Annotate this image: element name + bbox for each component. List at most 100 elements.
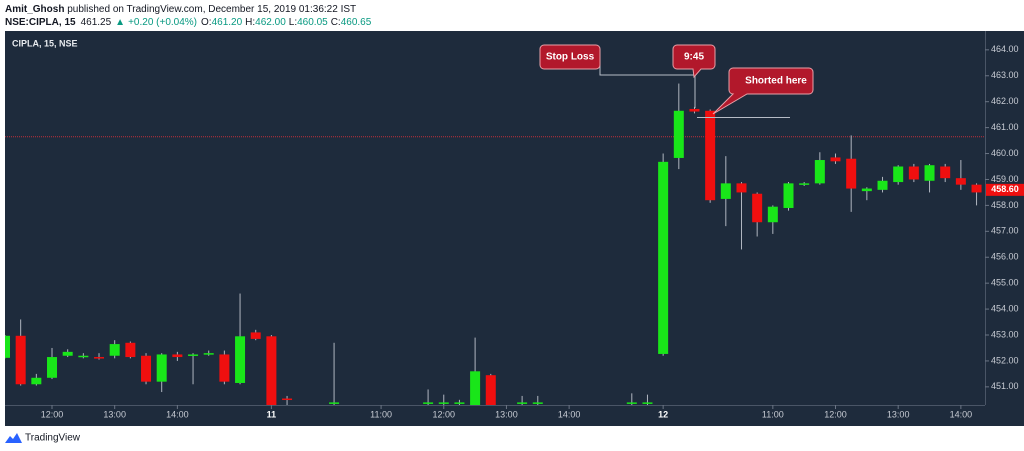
y-tick-label: 457.00: [991, 226, 1019, 236]
y-tick-label: 462.00: [991, 96, 1019, 106]
candle-body: [814, 160, 825, 184]
chart-legend: CIPLA, 15, NSE: [12, 38, 78, 48]
ohlc-label: O:: [201, 17, 212, 28]
stop-loss-line: [599, 62, 696, 108]
candle-body: [470, 371, 481, 405]
last-price-label: 458.60: [991, 184, 1019, 194]
callout-text: 9:45: [684, 52, 704, 63]
candle-body: [924, 165, 935, 181]
plot-area: [5, 83, 985, 405]
candle-body: [94, 357, 105, 359]
y-tick-label: 464.00: [991, 44, 1019, 54]
symbol: NSE:CIPLA, 15: [5, 17, 76, 28]
y-tick-label: 451.00: [991, 381, 1019, 391]
ohlc-label: H:: [245, 17, 255, 28]
y-tick-label: 459.00: [991, 174, 1019, 184]
published: published on TradingView.com, December 1…: [67, 4, 356, 15]
candle-body: [767, 206, 778, 223]
candle-body: [689, 108, 700, 112]
candle-body: [15, 335, 26, 385]
candle-body: [642, 402, 653, 404]
candle-body: [125, 342, 136, 358]
x-tick-label: 12:00: [824, 409, 847, 419]
candle-body: [5, 335, 10, 358]
candle-body: [532, 402, 543, 404]
candle-body: [658, 161, 669, 354]
candle-body: [219, 354, 230, 382]
candle-body: [861, 188, 872, 192]
candle-body: [673, 110, 684, 158]
callout-text: Shorted here: [745, 76, 807, 87]
candle-body: [172, 354, 183, 358]
candle-body: [940, 166, 951, 179]
candle-body: [783, 183, 794, 208]
candle-body: [438, 402, 449, 404]
y-tick-label: 454.00: [991, 303, 1019, 313]
candle-body: [799, 183, 810, 185]
candle-body: [971, 184, 982, 193]
brand-logo: [5, 433, 22, 443]
ohlc-value: 461.20: [212, 17, 243, 28]
y-tick-label: 455.00: [991, 278, 1019, 288]
candle-body: [955, 178, 966, 185]
candle-body: [62, 351, 73, 356]
arrow: ▲: [115, 17, 125, 28]
callout-box: [712, 67, 814, 115]
x-tick-label: 13:00: [887, 409, 910, 419]
y-tick-label: 452.00: [991, 355, 1019, 365]
candle-body: [908, 166, 919, 180]
candle-body: [78, 355, 89, 358]
y-tick-label: 460.00: [991, 148, 1019, 158]
author-line: Amit_Ghosh published on TradingView.com,…: [5, 4, 356, 15]
candle-body: [846, 158, 857, 189]
candle-body: [830, 157, 841, 162]
candle-body: [485, 375, 496, 405]
candle-body: [31, 377, 42, 385]
x-tick-label: 11:00: [370, 409, 392, 419]
candle-body: [109, 344, 120, 356]
candle-body: [188, 354, 199, 356]
x-tick-label: 13:00: [495, 409, 518, 419]
axes: 451.00 452.00 453.00 454.00 455.00 456.00 457.…: [41, 44, 1024, 419]
y-tick-label: 456.00: [991, 252, 1019, 262]
candle-body: [250, 332, 261, 339]
ohlc-label: L:: [289, 17, 297, 28]
candle-body: [454, 402, 465, 404]
candle-body: [736, 183, 747, 193]
y-tick-label: 453.00: [991, 329, 1019, 339]
symbol-line: NSE:CIPLA, 15 461.25 ▲ +0.20 (+0.04%) O:461.…: [5, 17, 372, 28]
price: 461.25: [81, 17, 112, 28]
candle-body: [282, 398, 293, 401]
x-tick-label: 14:00: [166, 409, 189, 419]
candle-body: [203, 353, 214, 355]
ohlc-value: 460.65: [341, 17, 372, 28]
candle-body: [141, 355, 152, 382]
candle-body: [893, 166, 904, 183]
y-tick-label: 463.00: [991, 70, 1019, 80]
change: +0.20 (+0.04%): [128, 17, 197, 28]
x-tick-label: 11:00: [762, 409, 784, 419]
candle-body: [156, 354, 167, 382]
brand-name: TradingView: [25, 433, 81, 444]
x-tick-label: 12:00: [41, 409, 64, 419]
candle-body: [705, 110, 716, 201]
ohlc-label: C:: [331, 17, 341, 28]
candle-body: [235, 336, 246, 383]
x-tick-label: 11: [267, 409, 277, 419]
x-tick-label: 14:00: [950, 409, 973, 419]
candle-body: [877, 180, 888, 190]
last-price-box: [986, 183, 1024, 196]
ohlc-value: 462.00: [255, 17, 286, 28]
ohlc-value: 460.05: [297, 17, 328, 28]
x-tick-label: 14:00: [558, 409, 581, 419]
candle-body: [517, 402, 528, 404]
chart-background: [5, 31, 1024, 426]
y-tick-label: 458.00: [991, 200, 1019, 210]
candle-body: [720, 183, 731, 199]
callout-box: [539, 44, 601, 70]
callout-box: [672, 44, 716, 79]
candle-body: [626, 402, 637, 404]
candle-body: [423, 402, 434, 404]
y-tick-label: 461.00: [991, 122, 1019, 132]
